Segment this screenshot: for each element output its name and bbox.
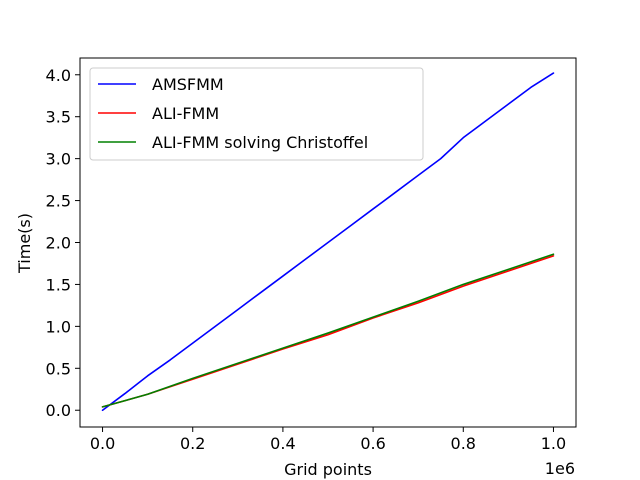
y-tick-label: 2.5 (46, 192, 71, 211)
y-tick-label: 1.5 (46, 275, 71, 294)
axes-layer: 0.0 0.2 0.4 0.6 0.8 1.0 0.0 0.5 1.0 1.5 2.0 2.5 3.0 3… (46, 57, 577, 453)
y-tick-label: 0.5 (46, 359, 71, 378)
x-tick-label: 1.0 (541, 434, 566, 453)
legend-box (89, 67, 424, 161)
x-tick-label: 0.8 (451, 434, 476, 453)
x-tick-label: 0.6 (360, 434, 385, 453)
series-layer (101, 72, 555, 412)
y-tick-label: 2.0 (46, 234, 71, 253)
y-tick-label: 3.0 (46, 150, 71, 169)
legend-label-1: AMSFMM (152, 75, 224, 94)
series-line-1 (101, 72, 555, 412)
legend-label-2: ALI-FMM (152, 104, 219, 123)
x-offset-text: 1e6 (545, 459, 575, 478)
series-line-3 (101, 253, 555, 408)
y-tick-label: 1.0 (46, 317, 71, 336)
legend-label-3: ALI-FMM solving Christoffel (152, 133, 368, 152)
y-axis-label: Time(s) (15, 213, 34, 274)
y-tick-label: 0.0 (46, 401, 71, 420)
legend: AMSFMM ALI-FMM ALI-FMM solving Christoffel (89, 67, 424, 161)
y-tick-label: 4.0 (46, 66, 71, 85)
y-tick-label: 3.5 (46, 108, 71, 127)
x-tick-label: 0.0 (90, 434, 115, 453)
x-axis-label: Grid points (284, 460, 372, 479)
x-tick-label: 0.2 (180, 434, 205, 453)
x-tick-label: 0.4 (270, 434, 295, 453)
